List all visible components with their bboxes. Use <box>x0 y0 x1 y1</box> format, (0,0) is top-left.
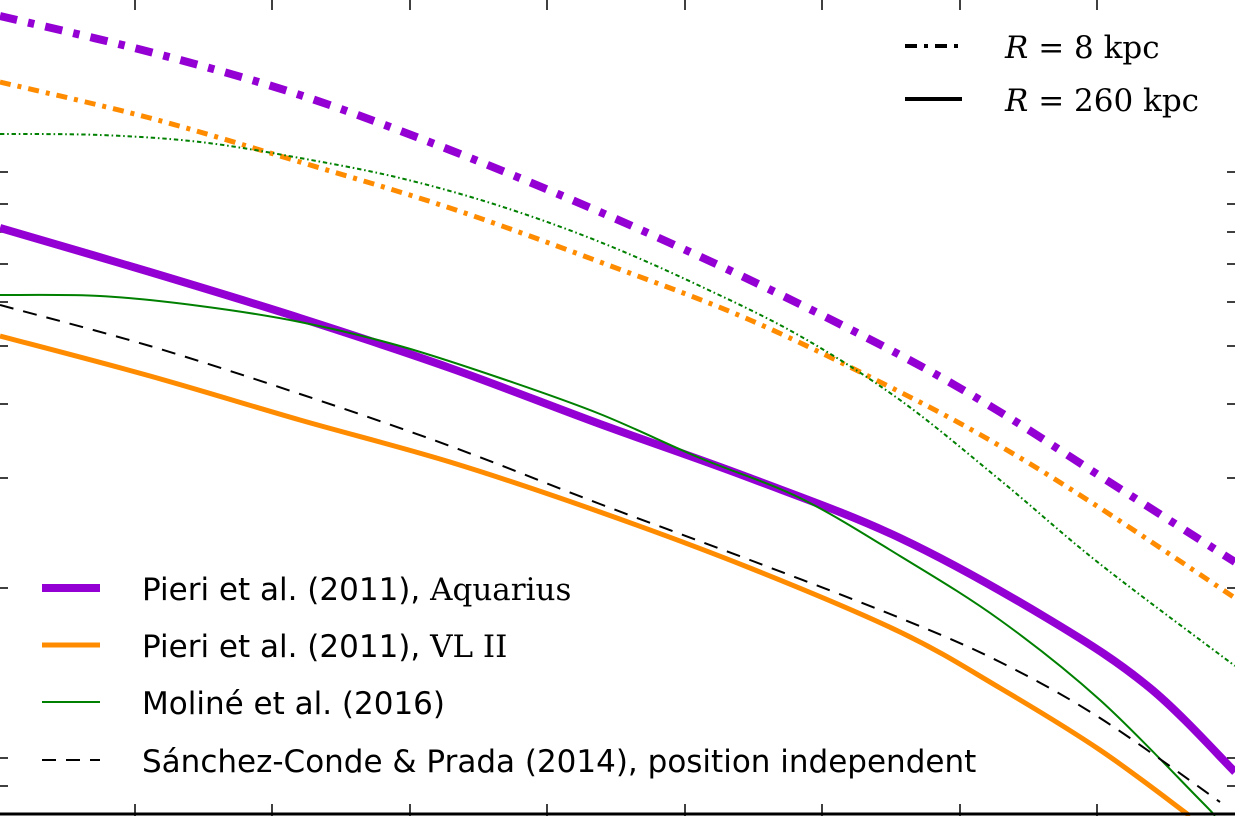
legend-sanchez-label: Sánchez-Conde & Prada (2014), position i… <box>142 744 976 780</box>
r-legend-solid-label: R = 260 kpc <box>1004 83 1199 119</box>
legend-vl2-label: Pieri et al. (2011), VL II <box>142 629 507 665</box>
series-line-1 <box>0 333 1192 816</box>
series-line-6 <box>0 133 1235 667</box>
series-line-5 <box>0 79 1235 601</box>
series-line-2 <box>0 293 1216 816</box>
r-legend-dashdot-label: R = 8 kpc <box>1004 30 1160 66</box>
series-group <box>0 12 1235 816</box>
r-legend: R = 8 kpc R = 260 kpc <box>905 30 1199 119</box>
series-line-0 <box>0 224 1235 775</box>
series-legend: Pieri et al. (2011), Aquarius Pieri et a… <box>42 572 976 780</box>
legend-aquarius-label: Pieri et al. (2011), Aquarius <box>142 572 571 608</box>
legend-moline-label: Moliné et al. (2016) <box>142 686 445 722</box>
series-line-3 <box>0 304 1221 803</box>
